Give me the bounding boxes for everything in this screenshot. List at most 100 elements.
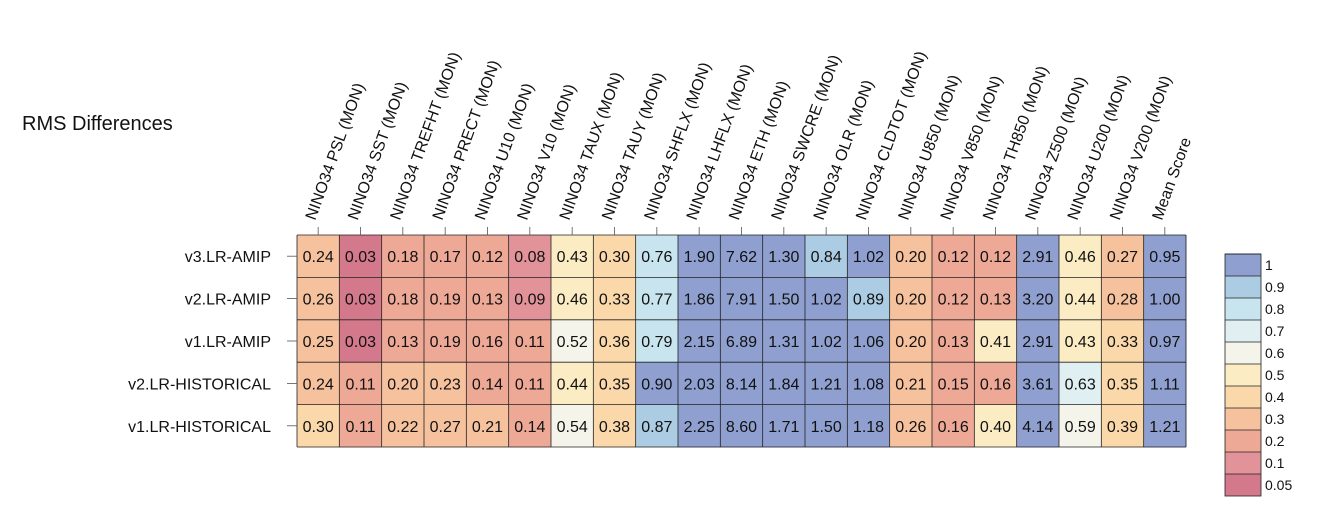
heatmap-cell <box>889 277 933 321</box>
cell-value-label: 0.11 <box>515 334 545 351</box>
cell-value-label: 1.02 <box>811 292 842 309</box>
heatmap-cell <box>381 235 425 278</box>
heatmap-cell <box>423 362 467 405</box>
heatmap-cell <box>762 277 806 321</box>
colorbar-tick-label: 0.05 <box>1265 477 1292 493</box>
cell-value-label: 0.03 <box>345 249 376 266</box>
heatmap-cell <box>550 362 594 405</box>
cell-value-label: 0.28 <box>1107 292 1138 309</box>
heatmap-cell <box>1143 404 1187 448</box>
cell-value-label: 0.27 <box>430 419 461 436</box>
heatmap-cell <box>466 277 510 321</box>
heatmap-cell <box>423 404 467 448</box>
colorbar-swatch <box>1225 452 1261 474</box>
cell-value-label: 0.11 <box>346 419 376 436</box>
heatmap-cell <box>593 235 637 278</box>
heatmap-cell <box>762 362 806 405</box>
heatmap-cell <box>297 362 340 405</box>
heatmap-cell <box>847 277 891 321</box>
cell-value-label: 1.00 <box>1149 292 1180 309</box>
colorbar-swatch <box>1225 276 1261 298</box>
heatmap-cell <box>339 235 383 278</box>
cell-value-label: 0.20 <box>895 334 926 351</box>
cell-value-label: 0.18 <box>387 249 418 266</box>
heatmap-cell <box>720 277 764 321</box>
cell-value-label: 0.18 <box>387 292 418 309</box>
colorbar-swatch <box>1225 298 1261 320</box>
heatmap-cell <box>339 362 383 405</box>
heatmap-cell <box>677 235 721 278</box>
cell-value-label: 0.12 <box>472 249 503 266</box>
heatmap-cell <box>1058 235 1102 278</box>
heatmap-cell <box>593 319 637 363</box>
cell-value-label: 7.91 <box>726 292 757 309</box>
cell-value-label: 0.25 <box>303 334 334 351</box>
colorbar-swatch <box>1225 320 1261 342</box>
cell-value-label: 1.21 <box>1149 419 1180 436</box>
heatmap-cell <box>1016 319 1060 363</box>
heatmap-cell <box>593 277 637 321</box>
cell-value-label: 0.63 <box>1065 376 1096 393</box>
heatmap-cell <box>974 277 1018 321</box>
colorbar-swatch <box>1225 342 1261 364</box>
row-label: v2.LR-HISTORICAL <box>128 376 271 393</box>
heatmap-cell <box>381 404 425 448</box>
colorbar-tick-label: 0.1 <box>1265 455 1285 471</box>
colorbar-tick-label: 1 <box>1265 257 1273 273</box>
heatmap-cell <box>889 362 933 405</box>
cell-value-label: 3.20 <box>1022 292 1053 309</box>
heatmap-cell <box>508 404 552 448</box>
cell-value-label: 0.09 <box>514 292 545 309</box>
cell-value-label: 0.39 <box>1107 419 1138 436</box>
heatmap-cell <box>297 319 340 363</box>
cell-value-label: 0.20 <box>387 376 418 393</box>
cell-value-label: 0.20 <box>895 249 926 266</box>
cell-value-label: 1.90 <box>684 249 715 266</box>
colorbar-tick-label: 0.3 <box>1265 411 1285 427</box>
heatmap-cells <box>297 235 1187 448</box>
colorbar-tick-label: 0.9 <box>1265 279 1285 295</box>
cell-value-label: 0.26 <box>895 419 926 436</box>
heatmap-cell <box>297 235 340 278</box>
heatmap-cell <box>297 277 340 321</box>
heatmap-cell <box>1016 277 1060 321</box>
heatmap-cell <box>466 235 510 278</box>
heatmap-cell <box>889 319 933 363</box>
heatmap-cell <box>847 362 891 405</box>
cell-value-label: 2.15 <box>684 334 715 351</box>
heatmap-cell <box>508 362 552 405</box>
heatmap-cell <box>804 235 848 278</box>
cell-value-label: 0.03 <box>345 334 376 351</box>
cell-value-label: 0.33 <box>599 292 630 309</box>
heatmap-cell <box>1143 277 1187 321</box>
heatmap-cell <box>804 277 848 321</box>
heatmap-cell <box>931 235 975 278</box>
cell-value-label: 0.54 <box>557 419 588 436</box>
heatmap-cell <box>762 235 806 278</box>
colorbar-swatch <box>1225 254 1261 276</box>
cell-value-label: 0.16 <box>980 376 1011 393</box>
heatmap-cell <box>508 319 552 363</box>
cell-value-label: 1.02 <box>811 334 842 351</box>
heatmap-cell <box>1058 319 1102 363</box>
cell-value-label: 0.30 <box>599 249 630 266</box>
heatmap-cell <box>1143 319 1187 363</box>
heatmap-cell <box>297 404 340 448</box>
heatmap-cell <box>423 319 467 363</box>
heatmap-cell <box>804 362 848 405</box>
cell-value-label: 0.14 <box>514 419 545 436</box>
heatmap-cell <box>635 362 679 405</box>
heatmap-cell <box>931 319 975 363</box>
heatmap-cell <box>847 319 891 363</box>
cell-value-label: 2.25 <box>684 419 715 436</box>
cell-value-label: 1.06 <box>853 334 884 351</box>
cell-value-label: 0.21 <box>895 376 926 393</box>
cell-value-label: 1.50 <box>768 292 799 309</box>
cell-value-label: 0.79 <box>641 334 672 351</box>
heatmap-cell <box>1101 404 1145 448</box>
cell-value-label: 0.30 <box>303 419 334 436</box>
heatmap-cell <box>339 404 383 448</box>
heatmap-cell <box>550 235 594 278</box>
cell-value-label: 1.18 <box>853 419 884 436</box>
heatmap-cell <box>635 235 679 278</box>
